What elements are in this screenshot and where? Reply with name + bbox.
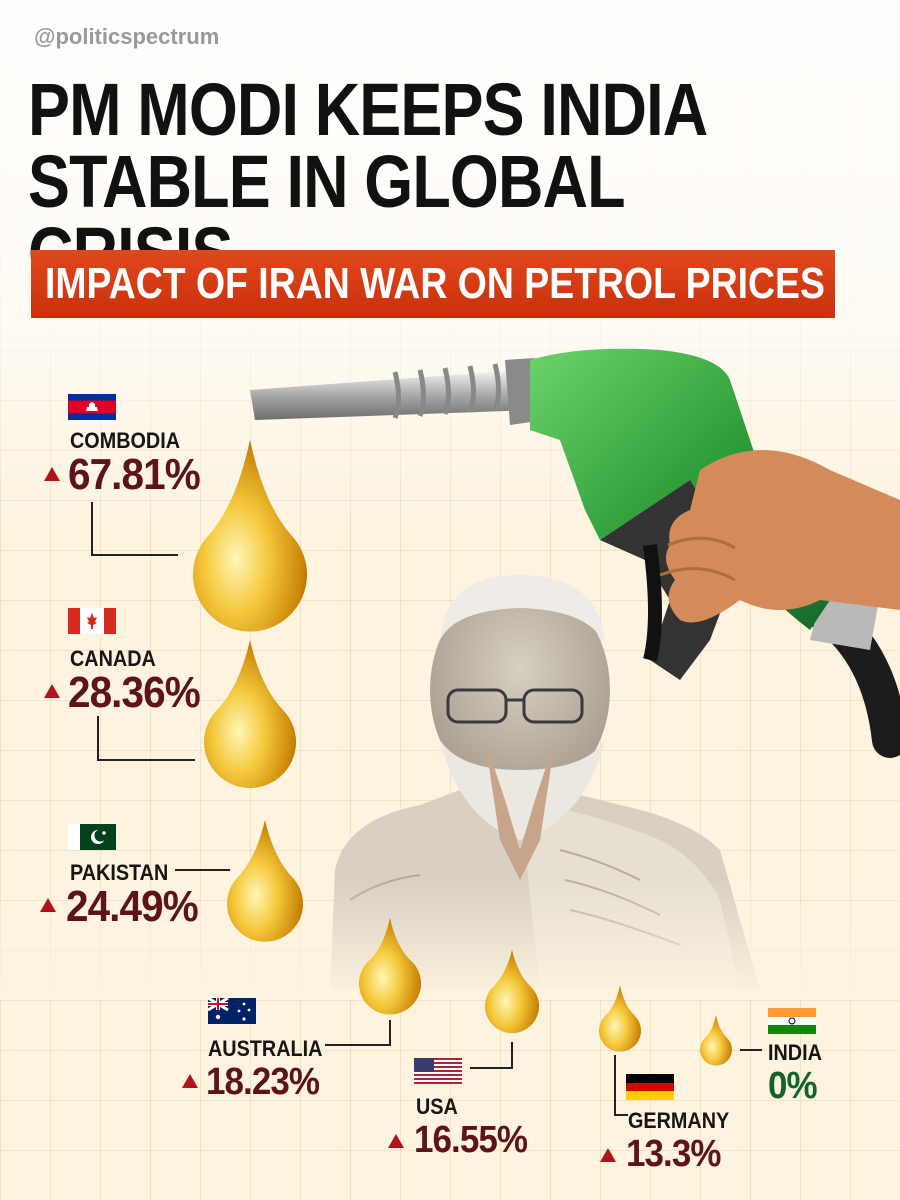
country-name: AUSTRALIA [208,1036,323,1061]
leader-portrait [0,575,900,1000]
increase-arrow-icon [44,684,60,698]
country-name: COMBODIA [70,428,180,453]
fuel-nozzle-illustration [250,348,900,758]
drop-australia [358,918,421,1015]
increase-arrow-icon [600,1148,616,1162]
headline-line-1: PM MODI KEEPS INDIA [28,68,708,151]
oil-drops [193,440,732,1066]
headline: PM MODI KEEPS INDIA STABLE IN GLOBAL CRI… [28,68,751,291]
increase-arrow-icon [44,467,60,481]
india-flag-icon [768,1008,816,1034]
drop-pakistan [227,820,303,942]
price-change: 16.55% [414,1119,528,1161]
drop-canada [204,640,297,788]
drop-usa [485,950,539,1034]
increase-arrow-icon [182,1074,198,1088]
country-name: USA [416,1094,458,1119]
drop-cambodia [193,440,307,632]
country-name: GERMANY [628,1108,730,1133]
subtitle-text: IMPACT OF IRAN WAR ON PETROL PRICES [45,259,825,308]
price-change: 67.81% [68,450,201,499]
increase-arrow-icon [388,1134,404,1148]
pakistan-flag-icon [68,824,116,850]
price-change: 0% [768,1065,818,1107]
usa-flag-icon [414,1058,462,1084]
country-name: CANADA [70,646,156,671]
increase-arrow-icon [40,898,56,912]
canada-flag-icon [68,608,116,634]
price-change: 28.36% [68,668,201,717]
handle: @politicspectrum [34,24,220,49]
germany-flag-icon [626,1074,674,1100]
drop-india [700,1015,732,1066]
connector-lines [91,502,762,1116]
price-change: 24.49% [66,882,199,931]
australia-flag-icon [208,998,256,1024]
country-name: INDIA [768,1040,822,1065]
price-change: 13.3% [626,1133,721,1175]
price-change: 18.23% [206,1061,320,1103]
drop-germany [599,985,642,1052]
cambodia-flag-icon [68,394,116,420]
subtitle-banner: IMPACT OF IRAN WAR ON PETROL PRICES [31,250,835,318]
country-name: PAKISTAN [70,860,169,885]
